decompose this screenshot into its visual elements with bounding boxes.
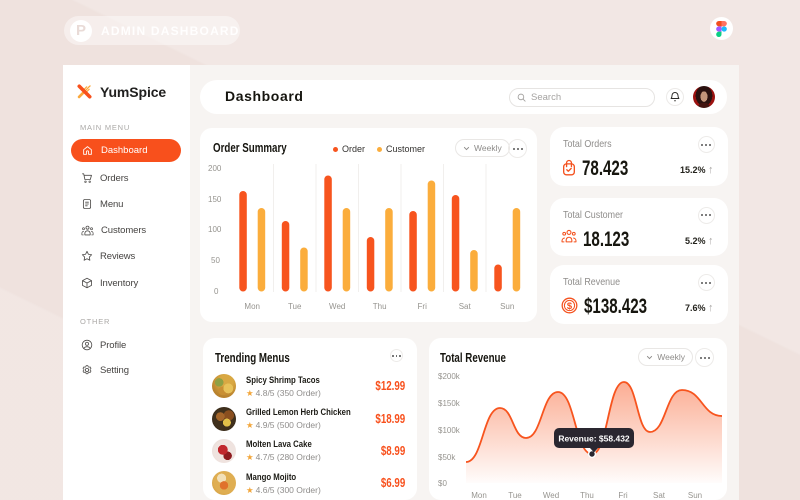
svg-text:0: 0 — [214, 287, 219, 296]
svg-text:Tue: Tue — [508, 491, 522, 500]
svg-text:50: 50 — [211, 256, 220, 265]
svg-text:150: 150 — [208, 195, 222, 204]
svg-text:Tue: Tue — [288, 302, 302, 311]
svg-text:100: 100 — [208, 225, 222, 234]
svg-text:Wed: Wed — [543, 491, 559, 500]
svg-text:$100k: $100k — [438, 426, 461, 435]
svg-text:Revenue: $58.432: Revenue: $58.432 — [558, 434, 630, 444]
svg-text:$0: $0 — [438, 479, 447, 488]
svg-text:Fri: Fri — [618, 491, 628, 500]
svg-text:Thu: Thu — [580, 491, 594, 500]
svg-text:Sat: Sat — [653, 491, 666, 500]
svg-text:200: 200 — [208, 164, 222, 173]
svg-text:Mon: Mon — [244, 302, 260, 311]
svg-text:Mon: Mon — [471, 491, 487, 500]
svg-text:Wed: Wed — [329, 302, 345, 311]
svg-text:Sun: Sun — [688, 491, 702, 500]
svg-text:$50k: $50k — [438, 453, 456, 462]
svg-text:$150k: $150k — [438, 399, 461, 408]
svg-text:$: $ — [567, 301, 573, 311]
svg-text:$200k: $200k — [438, 372, 461, 381]
svg-text:Sat: Sat — [459, 302, 472, 311]
svg-text:Fri: Fri — [418, 302, 428, 311]
svg-text:Thu: Thu — [373, 302, 387, 311]
svg-text:Sun: Sun — [500, 302, 514, 311]
